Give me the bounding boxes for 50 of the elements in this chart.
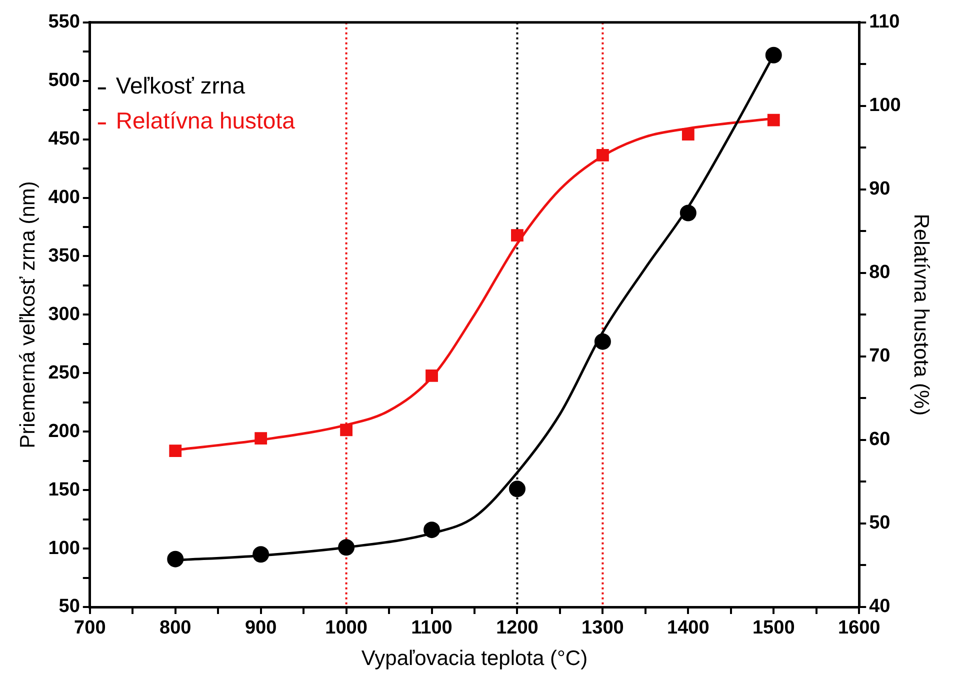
y-tick-label: 450	[48, 128, 80, 150]
y2-tick-label: 50	[869, 512, 890, 534]
y-tick-label: 400	[48, 187, 80, 208]
y-tick-label: 550	[48, 12, 80, 33]
y2-tick-label: 60	[869, 429, 890, 450]
y2-tick-label: 70	[869, 346, 890, 367]
x-tick-label: 1600	[838, 618, 880, 639]
y2-tick-label: 100	[869, 95, 901, 116]
y-tick-label: 50	[58, 596, 80, 618]
point	[167, 550, 184, 568]
point	[426, 369, 438, 382]
x-tick-label: 1500	[752, 618, 795, 639]
x-tick-label: 1000	[325, 618, 368, 639]
y2-axis-title: Relatívna hustota (%)	[910, 214, 933, 416]
x-tick-label: 800	[160, 618, 192, 639]
point	[767, 114, 780, 126]
y2-tick-label: 90	[869, 178, 890, 200]
y-tick-label: 200	[48, 420, 80, 442]
point	[169, 444, 182, 458]
y2-tick-label: 80	[869, 262, 890, 284]
point	[508, 480, 526, 498]
point	[765, 46, 782, 64]
y-tick-label: 250	[48, 362, 80, 384]
x-tick-label: 1100	[411, 618, 452, 639]
x-tick-label: 1200	[496, 618, 538, 639]
point	[340, 424, 352, 436]
x-tick-label: 700	[74, 618, 106, 639]
point	[511, 229, 524, 242]
y2-tick-label: 110	[869, 12, 900, 33]
point	[252, 546, 270, 563]
point	[424, 522, 440, 538]
y-tick-label: 500	[48, 70, 80, 92]
point	[338, 539, 355, 556]
point	[594, 333, 611, 350]
point	[254, 432, 268, 444]
y-tick-label: 300	[48, 304, 80, 325]
x-axis-title: Vypaľovacia teplota (°C)	[361, 647, 588, 670]
legend-label: Relatívna hustota	[116, 108, 296, 134]
legend-label: Veľkosť zrna	[116, 72, 246, 99]
x-tick-label: 1400	[667, 618, 710, 639]
y-tick-label: 350	[48, 245, 80, 266]
x-tick-label: 1300	[582, 618, 624, 639]
y-axis-title: Priemerná veľkosť zrna (nm)	[16, 181, 40, 448]
point	[596, 148, 609, 162]
y2-tick-label: 40	[869, 596, 890, 618]
point	[682, 128, 694, 141]
y-tick-label: 100	[48, 538, 80, 559]
y-tick-label: 150	[48, 479, 80, 500]
point	[680, 204, 696, 222]
x-tick-label: 900	[244, 618, 277, 639]
